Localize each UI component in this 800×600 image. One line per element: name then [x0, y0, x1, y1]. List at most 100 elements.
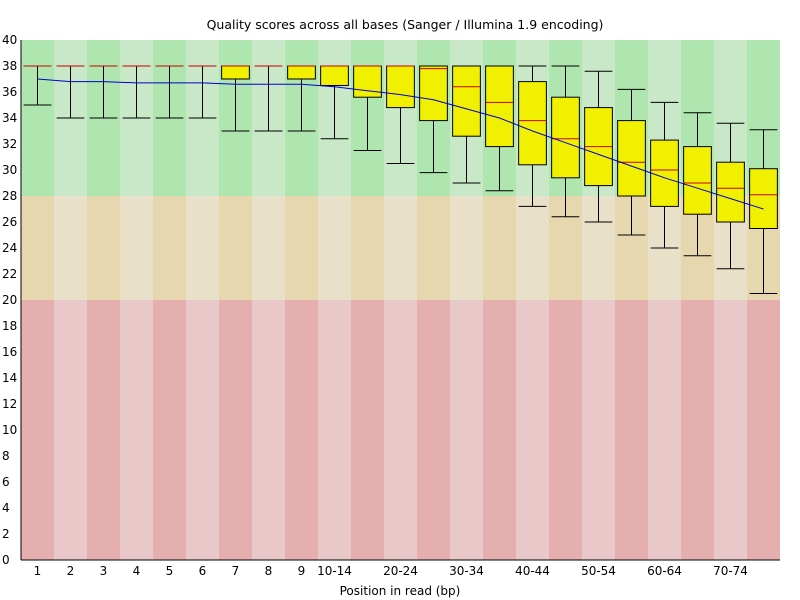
x-tick-label: 30-34: [449, 564, 484, 578]
band-cell: [318, 196, 351, 300]
band-cell: [384, 196, 417, 300]
y-tick-label: 6: [2, 475, 10, 489]
x-tick-label: 20-24: [383, 564, 418, 578]
box-item: [485, 65, 514, 192]
y-tick-label: 10: [2, 423, 17, 437]
box-item: [56, 65, 85, 119]
x-tick-label: 8: [265, 564, 273, 578]
y-tick-label: 22: [2, 267, 17, 281]
band-cell: [87, 300, 120, 560]
band-cell: [681, 300, 714, 560]
band-cell: [483, 300, 516, 560]
box-item: [254, 65, 283, 132]
band-cell: [21, 300, 54, 560]
band-cell: [615, 300, 648, 560]
x-tick-label: 7: [232, 564, 240, 578]
box-item: [419, 65, 448, 174]
y-tick-label: 26: [2, 215, 17, 229]
y-tick-label: 32: [2, 137, 17, 151]
band-cell: [384, 300, 417, 560]
box-item: [89, 65, 118, 119]
band-cell: [219, 196, 252, 300]
y-tick-label: 28: [2, 189, 17, 203]
box-item: [617, 88, 646, 236]
x-tick-label: 3: [100, 564, 108, 578]
iqr-box: [683, 146, 712, 215]
band-cell: [186, 300, 219, 560]
iqr-box: [287, 65, 316, 80]
band-cell: [549, 300, 582, 560]
x-tick-label: 2: [67, 564, 75, 578]
box-item: [518, 65, 547, 207]
x-tick-label: 70-74: [713, 564, 748, 578]
x-tick-label: 10-14: [317, 564, 352, 578]
band-cell: [582, 300, 615, 560]
x-tick-label: 1: [34, 564, 42, 578]
y-tick-label: 16: [2, 345, 17, 359]
x-tick-label: 9: [298, 564, 306, 578]
x-tick-label: 50-54: [581, 564, 616, 578]
band-cell: [21, 40, 54, 196]
band-cell: [516, 300, 549, 560]
band-cell: [285, 300, 318, 560]
x-axis-ticks: 1 2 3 4 5 6 7 8 9 10-14 20-24 30-34 40-44 50-54 60-64 7…: [34, 564, 748, 578]
band-cell: [153, 300, 186, 560]
band-cell: [54, 300, 87, 560]
iqr-box: [716, 161, 745, 223]
band-cell: [153, 196, 186, 300]
iqr-box: [485, 65, 514, 148]
band-cell: [417, 196, 450, 300]
y-tick-label: 30: [2, 163, 17, 177]
band-cell: [450, 196, 483, 300]
iqr-box: [452, 65, 481, 137]
box-item: [287, 65, 316, 132]
x-tick-label: 60-64: [647, 564, 682, 578]
band-cell: [21, 196, 54, 300]
iqr-box: [221, 65, 250, 80]
x-tick-label: 4: [133, 564, 141, 578]
band-cell: [351, 300, 384, 560]
band-cell: [450, 300, 483, 560]
mean-line: [37, 78, 764, 210]
band-cell: [252, 196, 285, 300]
y-tick-label: 24: [2, 241, 17, 255]
iqr-box: [617, 120, 646, 197]
band-cell: [186, 196, 219, 300]
y-tick-label: 2: [2, 527, 10, 541]
box-item: [23, 65, 52, 106]
band-cell: [54, 196, 87, 300]
band-cell: [714, 300, 747, 560]
box-item: [155, 65, 184, 119]
x-tick-label: 40-44: [515, 564, 550, 578]
box-item: [320, 65, 349, 140]
band-cell: [351, 196, 384, 300]
box-item: [551, 65, 580, 218]
mean-line-group: [37, 78, 764, 210]
box-item: [188, 65, 217, 119]
y-tick-label: 40: [2, 33, 17, 47]
band-cell: [318, 300, 351, 560]
band-cell: [648, 300, 681, 560]
band-cell: [483, 196, 516, 300]
box-item: [683, 112, 712, 257]
band-cell: [120, 300, 153, 560]
band-cell: [87, 196, 120, 300]
iqr-box: [386, 65, 415, 109]
box-item: [221, 65, 250, 132]
y-tick-label: 12: [2, 397, 17, 411]
y-tick-label: 8: [2, 449, 10, 463]
box-item: [452, 65, 481, 184]
band-cell: [285, 196, 318, 300]
iqr-box: [650, 139, 679, 207]
box-series: [23, 65, 778, 294]
iqr-box: [353, 65, 382, 98]
y-tick-label: 36: [2, 85, 17, 99]
box-item: [386, 65, 415, 164]
iqr-box: [749, 168, 778, 229]
iqr-box: [518, 81, 547, 166]
box-item: [716, 122, 745, 270]
band-cell: [516, 196, 549, 300]
box-item: [122, 65, 151, 119]
